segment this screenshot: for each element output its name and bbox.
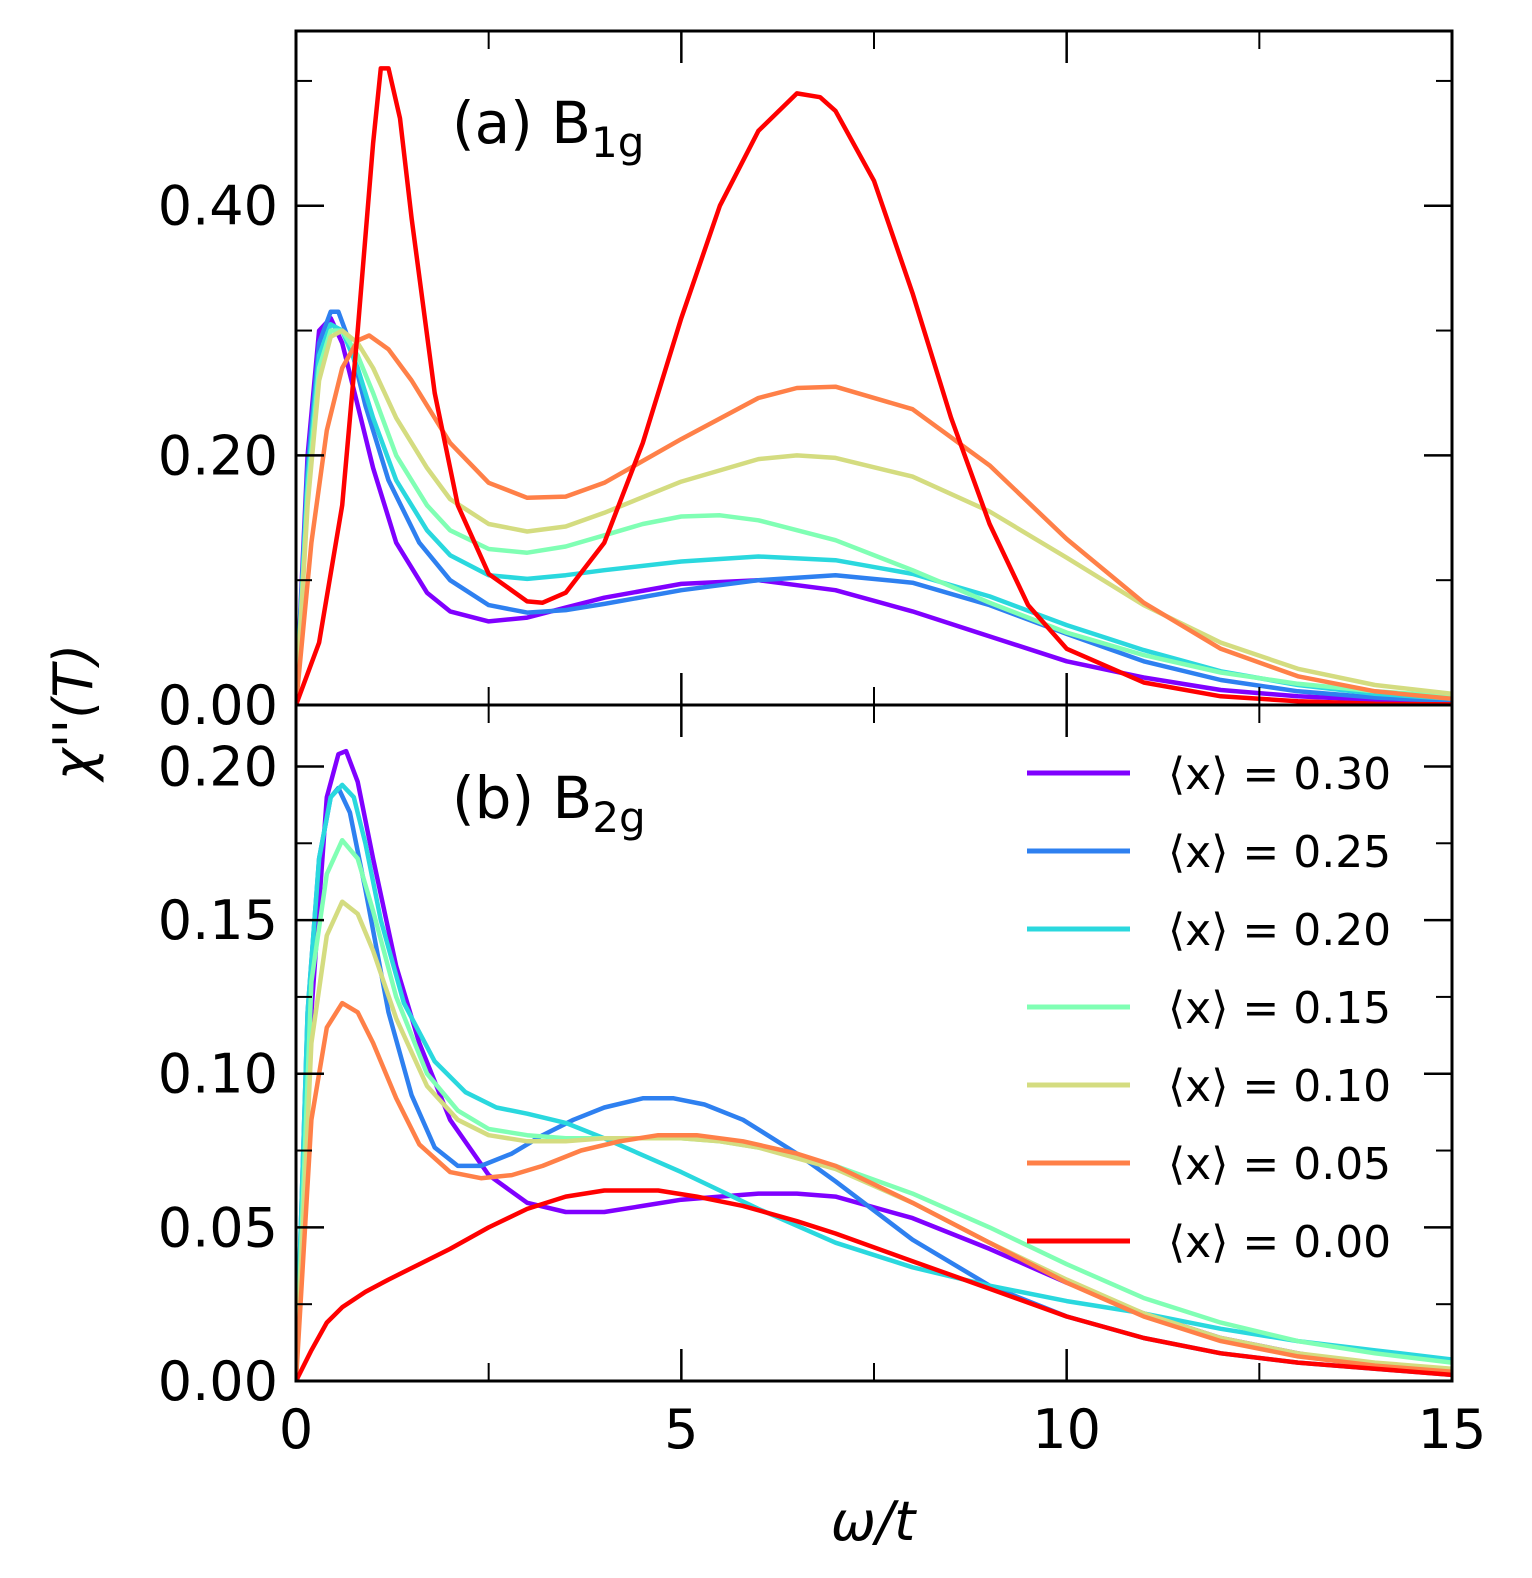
series-a-0-20 [296, 322, 1452, 705]
xtick-label: 15 [1418, 1398, 1487, 1461]
ytick-label-a: 0.20 [158, 424, 278, 487]
legend-label: ⟨x⟩ = 0.15 [1168, 983, 1391, 1034]
series-a-0-10 [296, 328, 1452, 705]
xtick-label: 5 [664, 1398, 698, 1461]
panel-label-a: (a) B1g [452, 89, 644, 167]
panel-label-subscript-a: 1g [591, 118, 644, 167]
ytick-label-b: 0.15 [158, 889, 278, 952]
series-a-0-00 [296, 66, 1452, 705]
legend: ⟨x⟩ = 0.30 ⟨x⟩ = 0.25 ⟨x⟩ = 0.20 ⟨x⟩ = 0.15… [1027, 749, 1391, 1268]
ytick-label-b: 0.20 [158, 735, 278, 798]
legend-label: ⟨x⟩ = 0.00 [1168, 1217, 1391, 1268]
ytick-label-b: 0.05 [158, 1196, 278, 1259]
series-a-0-05 [296, 333, 1452, 705]
series-b-0-10 [296, 899, 1452, 1381]
legend-label: ⟨x⟩ = 0.20 [1168, 905, 1391, 956]
ytick-label-b: 0.00 [158, 1350, 278, 1413]
panel-a-b1g: 0.00 0.20 0.40 (a) B1g [158, 29, 1454, 737]
x-axis-label: ω/t [831, 1490, 917, 1553]
panel-b-b2g: 0.00 0.05 0.10 0.15 0.20 (b) B2g [158, 703, 1454, 1413]
xtick-label: 10 [1032, 1398, 1101, 1461]
series-a-0-25 [296, 309, 1452, 705]
ytick-label-b: 0.10 [158, 1043, 278, 1106]
series-b-0-05 [296, 1000, 1452, 1381]
legend-label: ⟨x⟩ = 0.25 [1168, 827, 1391, 878]
ytick-label-a: 0.40 [158, 175, 278, 238]
series-a-0-30 [296, 315, 1452, 705]
series-b-0-00 [296, 1188, 1452, 1381]
series-a-0-15 [296, 328, 1452, 705]
panel-label-b: (b) B2g [452, 764, 646, 842]
panel-label-subscript-b: 2g [592, 793, 645, 842]
legend-label: ⟨x⟩ = 0.05 [1168, 1139, 1391, 1190]
legend-label: ⟨x⟩ = 0.10 [1168, 1061, 1391, 1112]
y-axis-label: χ''(T) [42, 644, 105, 784]
x-axis-tick-labels: 0 5 10 15 [279, 1398, 1487, 1461]
xtick-label: 0 [279, 1398, 313, 1461]
legend-label: ⟨x⟩ = 0.30 [1168, 749, 1391, 800]
ytick-label-a: 0.00 [158, 674, 278, 737]
